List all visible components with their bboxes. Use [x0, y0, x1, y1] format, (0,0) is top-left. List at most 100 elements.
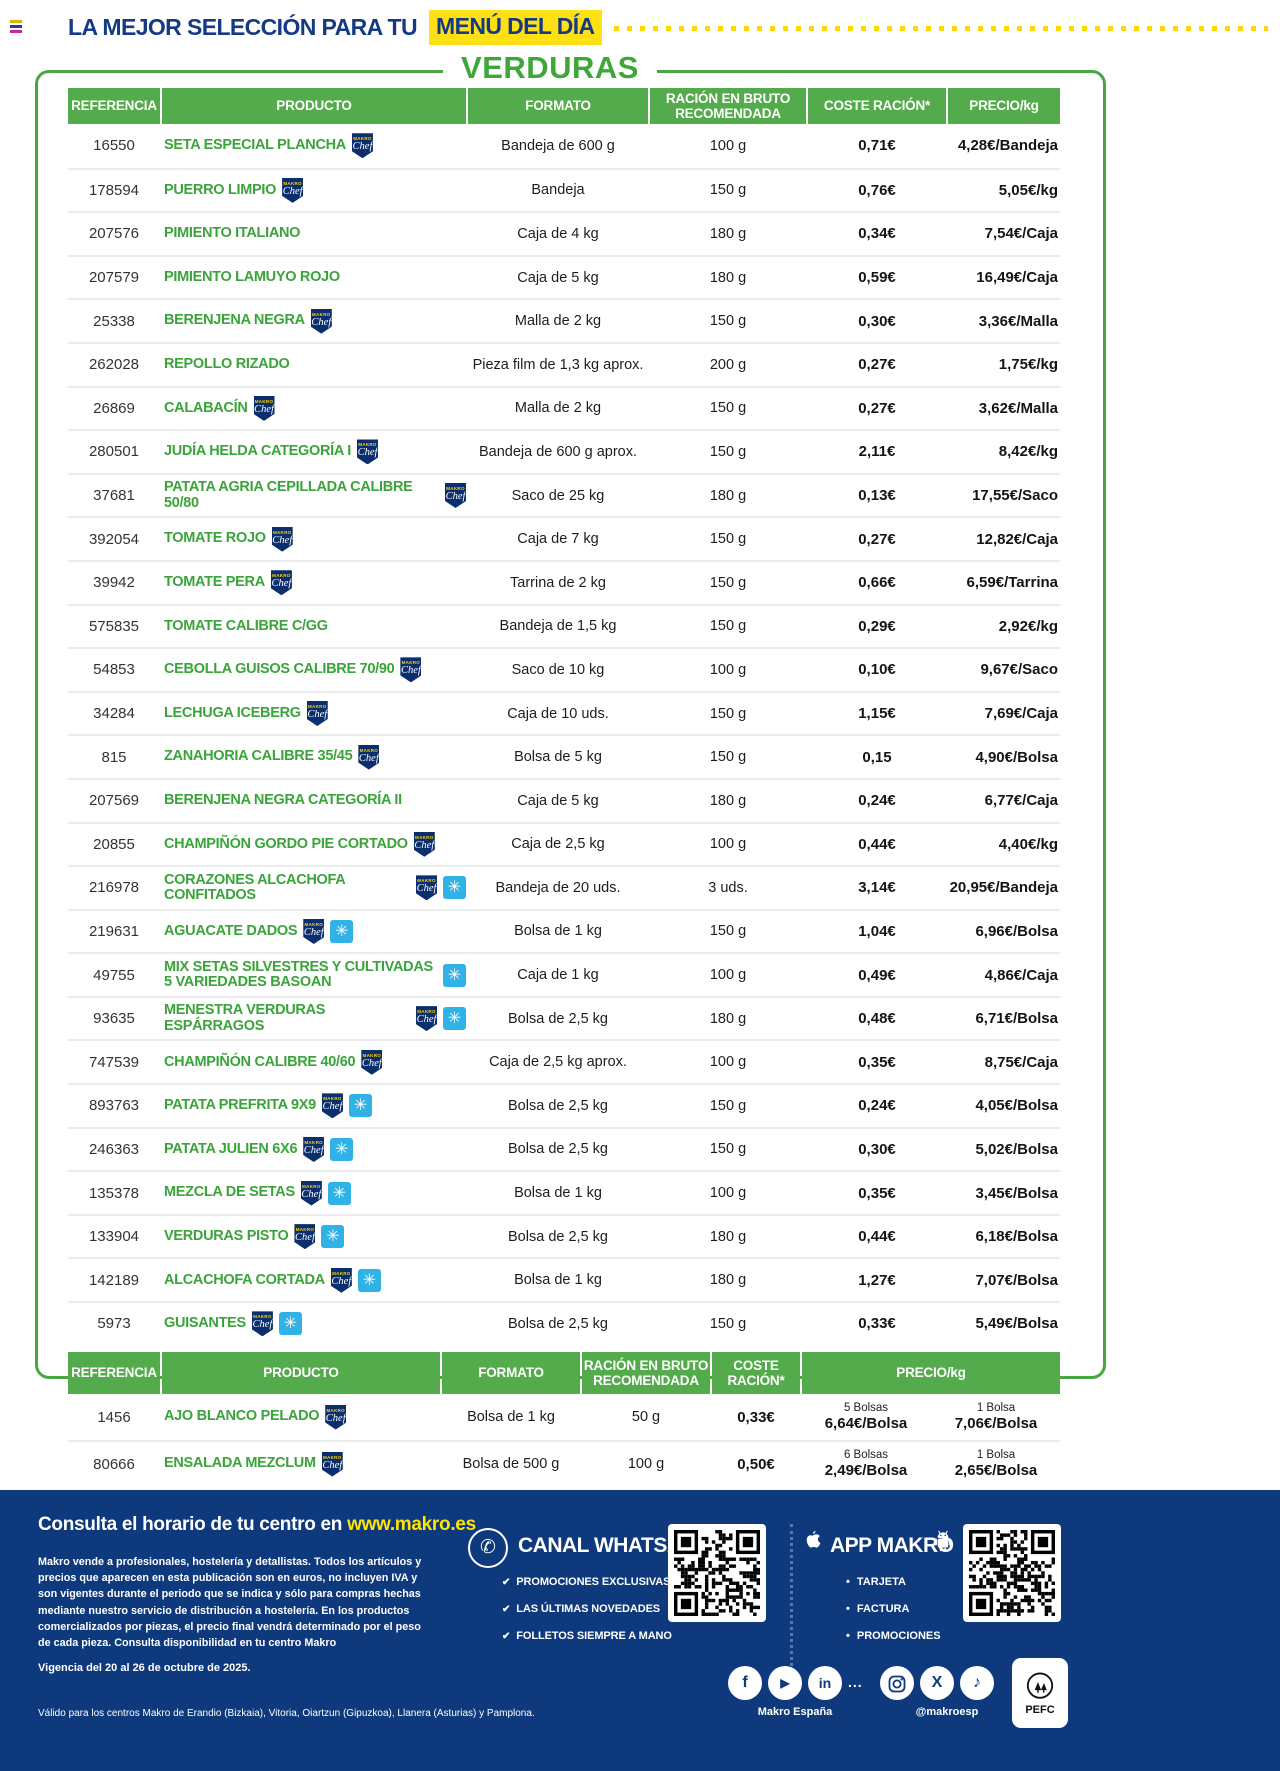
product-format: Saco de 25 kg [511, 487, 605, 504]
racion-recomendada: 50 g [631, 1409, 661, 1425]
table-row: 34284 LECHUGA ICEBERG MAKRO Chef Caja de 10 … [68, 690, 1060, 735]
column-header: COSTE RACIÓN* [808, 88, 946, 124]
check-icon: ✔ [502, 1631, 511, 1642]
precio-kg: 8,42€/kg [998, 443, 1058, 461]
product-reference: 207569 [88, 792, 140, 810]
table-row: 25338 BERENJENA NEGRA MAKRO Chef Malla de 2 … [68, 298, 1060, 342]
precio-kg: 4,28€/Bandeja [957, 137, 1058, 155]
makro-chef-badge: MAKRO Chef [330, 1267, 352, 1293]
product-name: TOMATE PERA [164, 574, 265, 591]
youtube-icon[interactable]: ▶ [768, 1666, 802, 1700]
product-cell: CHAMPIÑÓN GORDO PIE CORTADO MAKRO Chef [162, 831, 466, 857]
coste-racion: 0,44€ [858, 835, 896, 853]
product-cell: CEBOLLA GUISOS CALIBRE 70/90 MAKRO Chef [162, 657, 466, 683]
product-reference: 25338 [93, 312, 135, 330]
product-name: MEZCLA DE SETAS [164, 1184, 295, 1201]
product-name: AJO BLANCO PELADO [164, 1408, 320, 1425]
frozen-icon: ✳ [278, 1312, 302, 1336]
makro-chef-badge: MAKRO Chef [325, 1404, 347, 1430]
column-header: PRODUCTO [162, 1352, 440, 1394]
racion-recomendada: 150 g [709, 313, 747, 330]
table-row: 142189 ALCACHOFA CORTADA MAKRO Chef ✳ Bolsa d… [68, 1257, 1060, 1302]
column-header: RACIÓN EN BRUTO RECOMENDADA [582, 1352, 710, 1394]
racion-recomendada: 180 g [709, 1228, 747, 1245]
product-format: Tarrina de 2 kg [510, 574, 606, 591]
linkedin-icon[interactable]: in [808, 1666, 842, 1700]
coste-racion: 1,15€ [858, 705, 896, 723]
product-reference: 207579 [88, 269, 140, 287]
product-name: CORAZONES ALCACHOFA CONFITADOS [164, 871, 345, 903]
table-row: 280501 JUDÍA HELDA CATEGORÍA I MAKRO Chef Ba… [68, 429, 1060, 473]
precio-kg: 6,96€/Bolsa [975, 922, 1058, 940]
coste-racion: 0,35€ [858, 1184, 896, 1202]
makro-chef-badge: MAKRO Chef [416, 1006, 437, 1032]
product-format: Saco de 10 kg [511, 661, 605, 678]
product-name: ZANAHORIA CALIBRE 35/45 [164, 748, 353, 765]
precio-kg: 5,05€/kg [998, 181, 1058, 199]
racion-recomendada: 150 g [709, 1315, 747, 1332]
product-name: CHAMPIÑÓN CALIBRE 40/60 [164, 1053, 356, 1070]
coste-racion: 0,30€ [858, 312, 896, 330]
product-reference: 49755 [93, 966, 135, 984]
precio-kg: 12,82€/Caja [976, 530, 1058, 548]
racion-recomendada: 150 g [709, 531, 747, 548]
product-name: CHAMPIÑÓN GORDO PIE CORTADO [164, 835, 408, 852]
instagram-icon[interactable] [880, 1666, 914, 1700]
product-format: Caja de 1 kg [517, 967, 599, 984]
product-name: PIMIENTO ITALIANO [164, 225, 301, 242]
frozen-icon: ✳ [443, 1007, 466, 1031]
validity-text: Vigencia del 20 al 26 de octubre de 2025… [38, 1662, 251, 1674]
racion-recomendada: 150 g [709, 705, 747, 722]
tiktok-icon[interactable]: ♪ [960, 1666, 994, 1700]
product-cell: SETA ESPECIAL PLANCHA MAKRO Chef [162, 133, 466, 159]
product-reference: 747539 [88, 1053, 140, 1071]
precio-kg: 3,62€/Malla [978, 399, 1058, 417]
precio-kg: 4,86€/Caja [984, 966, 1058, 984]
product-cell: TOMATE PERA MAKRO Chef [162, 570, 466, 596]
table-row: 262028 REPOLLO RIZADO Pieza film de 1,3 kg… [68, 341, 1060, 386]
column-header: COSTE RACIÓN* [712, 1352, 800, 1394]
table-row: 93635 MENESTRA VERDURAS ESPÁRRAGOS MAKRO Ch… [68, 995, 1060, 1040]
table-row: 216978 CORAZONES ALCACHOFA CONFITADOS MAKR… [68, 865, 1060, 909]
facebook-icon[interactable]: f [728, 1666, 762, 1700]
legal-text: Makro vende a profesionales, hostelería … [38, 1556, 422, 1649]
makro-chef-badge: MAKRO Chef [351, 133, 373, 159]
makro-chef-badge: MAKRO Chef [310, 308, 332, 334]
coste-racion: 0,33€ [737, 1408, 775, 1426]
precio-kg: 20,95€/Bandeja [949, 879, 1058, 897]
makro-website-link[interactable]: www.makro.es [347, 1514, 476, 1535]
coste-racion: 0,30€ [858, 1140, 896, 1158]
x-icon[interactable]: X [920, 1666, 954, 1700]
coste-racion: 0,34€ [858, 225, 896, 243]
product-cell: AGUACATE DADOS MAKRO Chef ✳ [162, 918, 466, 944]
product-name: CALABACÍN [164, 399, 248, 416]
product-cell: MEZCLA DE SETAS MAKRO Chef ✳ [162, 1180, 466, 1206]
product-reference: 5973 [97, 1315, 131, 1333]
app-features-list: • TARJETA • FACTURA • PROMOCIONES [846, 1576, 941, 1657]
product-name: TOMATE ROJO [164, 530, 266, 547]
coste-racion: 0,10€ [858, 661, 896, 679]
product-cell: PIMIENTO LAMUYO ROJO [162, 269, 466, 285]
product-cell: CORAZONES ALCACHOFA CONFITADOS MAKRO Chef ✳ [162, 871, 466, 904]
precio-kg: 9,67€/Saco [980, 661, 1058, 679]
product-format: Caja de 5 kg [517, 269, 599, 286]
product-name: MENESTRA VERDURAS ESPÁRRAGOS [164, 1002, 326, 1034]
racion-recomendada: 100 g [627, 1456, 665, 1472]
racion-recomendada: 100 g [709, 137, 747, 154]
column-header: REFERENCIA [68, 1352, 160, 1394]
product-reference: 262028 [88, 356, 140, 374]
precio-kg: 8,75€/Caja [984, 1053, 1058, 1071]
product-name: SETA ESPECIAL PLANCHA [164, 137, 346, 154]
whatsapp-benefits-list: ✔ PROMOCIONES EXCLUSIVAS ✔ LAS ÚLTIMAS NOV… [502, 1576, 672, 1657]
table-row: 26869 CALABACÍN MAKRO Chef Malla de 2 kg 150 … [68, 385, 1060, 430]
product-reference: 26869 [93, 399, 135, 417]
product-reference: 20855 [93, 835, 135, 853]
precio-kg: 6,77€/Caja [984, 792, 1058, 810]
product-name: ENSALADA MEZCLUM [164, 1455, 316, 1472]
coste-racion: 0,35€ [858, 1053, 896, 1071]
product-cell: REPOLLO RIZADO [162, 356, 466, 372]
coste-racion: 1,04€ [858, 922, 896, 940]
table-row: 207576 PIMIENTO ITALIANO Caja de 4 kg 180 g… [68, 211, 1060, 255]
makro-chef-badge: MAKRO Chef [303, 1136, 325, 1162]
list-item: ✔ FOLLETOS SIEMPRE A MANO [502, 1630, 672, 1642]
